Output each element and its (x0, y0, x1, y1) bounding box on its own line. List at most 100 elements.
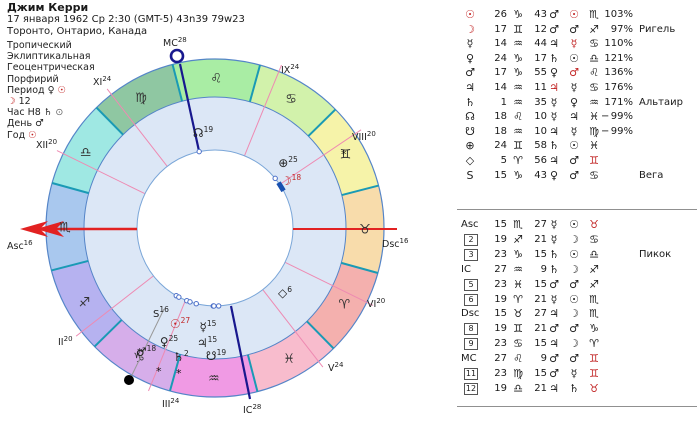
zodiac-segment-capricorn (94, 319, 181, 391)
minutes-value: 15 (534, 248, 547, 260)
degrees-value: 1 (500, 96, 507, 108)
dignity-sign-glyph: ♋ (589, 232, 599, 246)
house-cusp-line (244, 64, 282, 156)
degrees-value: 15 (494, 169, 507, 181)
house-number-box: 12 (464, 382, 478, 395)
zodiac-segment-pisces (247, 321, 334, 392)
degrees-value: 24 (494, 140, 507, 152)
zodiac-segment-leo (172, 59, 261, 102)
dignity-sign-glyph: ♍ (589, 124, 599, 138)
cusp-label-ic: IC28 (243, 403, 261, 416)
degrees-value: 27 (494, 353, 507, 365)
positions-panel: ☉ 26 ♑ 43 ♂ ☉ ♏ 103% ☽ 17 ♊ 12 ♂ ♂ ♐ 97% Ригель ☿ 14 ♒ 44 ♃ ☿ ♋… (455, 0, 700, 425)
planet-glyph: ♄ (465, 95, 475, 109)
dispositor1-glyph: ☿ (550, 110, 558, 124)
minutes-value: 15 (534, 368, 547, 379)
dispositor1-glyph: ♀ (549, 168, 559, 182)
house-system-label: Порфирий (7, 73, 59, 85)
house-cusp-line (148, 300, 186, 392)
saturn-glyph: ♄ (43, 107, 53, 119)
degrees-value: 23 (494, 338, 507, 350)
dispositor2-glyph: ☉ (569, 8, 579, 21)
zodiac-glyph-taurus: ♉ (359, 223, 371, 238)
dignity-sign-glyph: ♓ (589, 110, 599, 124)
sign-glyph: ♑ (513, 8, 523, 21)
sign-glyph: ♒ (513, 81, 523, 94)
strength-percent: 121% (604, 52, 633, 64)
dispositor2-glyph: ♂ (569, 66, 579, 80)
dignity-sign-glyph: ♎ (589, 247, 599, 261)
degrees-value: 19 (494, 293, 507, 305)
dispositor2-glyph: ♂ (569, 322, 579, 336)
dispositor1-glyph: ♂ (549, 367, 559, 380)
degrees-value: 19 (494, 382, 507, 394)
degrees-value: 18 (494, 125, 507, 137)
minutes-value: 15 (534, 278, 547, 290)
dispositor1-glyph: ♄ (549, 247, 559, 261)
strength-percent: 110% (604, 38, 633, 50)
dignity-sign-glyph: ♏ (589, 307, 599, 321)
sign-divider (171, 64, 184, 102)
degrees-value: 14 (494, 82, 507, 93)
zodiac-glyph-leo: ♌ (210, 72, 222, 87)
sun-glyph: ☉ (28, 129, 37, 141)
mc-marker-icon (169, 48, 185, 64)
cusp-label-asc: Asc16 (7, 239, 33, 252)
fixed-star-mark-peacock: * (156, 365, 162, 378)
cusp-label-ii: II20 (58, 335, 73, 348)
dispositor1-glyph: ☿ (550, 95, 558, 109)
degrees-value: 27 (494, 263, 507, 275)
zodiac-glyph-virgo: ♍ (135, 91, 147, 106)
planet-glyph: ♀ (465, 51, 475, 65)
dispositor2-glyph: ☉ (569, 51, 579, 65)
period-line: Период ♀ ☉ (7, 84, 67, 96)
fixed-star-mark-altair: * (176, 367, 182, 380)
minutes-value: 21 (534, 233, 547, 245)
planet-glyph: ☋ (465, 124, 475, 138)
zodiac-segment-scorpio (45, 182, 89, 271)
sign-glyph: ♌ (513, 352, 523, 366)
zodiac-glyph-capricorn: ♑ (133, 351, 145, 366)
sign-glyph: ♍ (513, 367, 523, 380)
dispositor1-glyph: ♃ (549, 81, 559, 94)
sun-dim-glyph: ⊙ (55, 107, 64, 119)
dispositor1-glyph: ♃ (549, 37, 559, 51)
planet-glyph: S (466, 168, 474, 182)
zodiac-segment-cancer (249, 65, 336, 137)
birth-place-line: Торонто, Онтарио, Канада (7, 26, 148, 37)
degrees-value: 14 (494, 38, 507, 50)
strength-percent: 176% (604, 82, 633, 93)
degrees-value: 19 (494, 233, 507, 245)
house-number-box: 2 (464, 233, 478, 246)
dispositor1-glyph: ♃ (549, 307, 559, 321)
dispositor1-glyph: ♄ (549, 262, 559, 276)
moon-glyph: ☽ (7, 96, 16, 108)
cusp-label-viii: VIII20 (352, 130, 376, 143)
sign-glyph: ♌ (513, 110, 523, 124)
house-number-box: 3 (464, 248, 478, 261)
degrees-value: 15 (494, 308, 507, 320)
chart-settings-panel: Тропический Эклиптикальная Геоцентрическ… (7, 40, 95, 141)
ic-axis-line (229, 305, 252, 400)
strength-percent: 103% (604, 9, 633, 20)
sign-divider (169, 353, 182, 392)
fixed-star-mark-rigel: * (341, 148, 347, 161)
dignity-sign-glyph: ♐ (589, 22, 599, 36)
minutes-value: 27 (534, 308, 547, 320)
minutes-value: 43 (534, 169, 547, 181)
sign-glyph: ♈ (513, 292, 523, 306)
house-cusp-line (279, 129, 362, 185)
cusp-label-ix: IX24 (281, 63, 300, 76)
dispositor2-glyph: ☽ (569, 232, 579, 246)
house-axis-label: IC (461, 263, 471, 275)
planet-degree-marker (211, 303, 217, 309)
sign-glyph: ♊ (513, 139, 523, 153)
degrees-value: 5 (500, 155, 507, 166)
strength-percent: 97% (610, 23, 633, 35)
dignity-sign-glyph: ♏ (589, 8, 599, 21)
selena-position-dot (124, 375, 134, 385)
dispositor1-glyph: ♄ (549, 139, 559, 153)
minutes-value: 11 (534, 82, 547, 93)
planet-glyph: ☽ (465, 22, 475, 36)
